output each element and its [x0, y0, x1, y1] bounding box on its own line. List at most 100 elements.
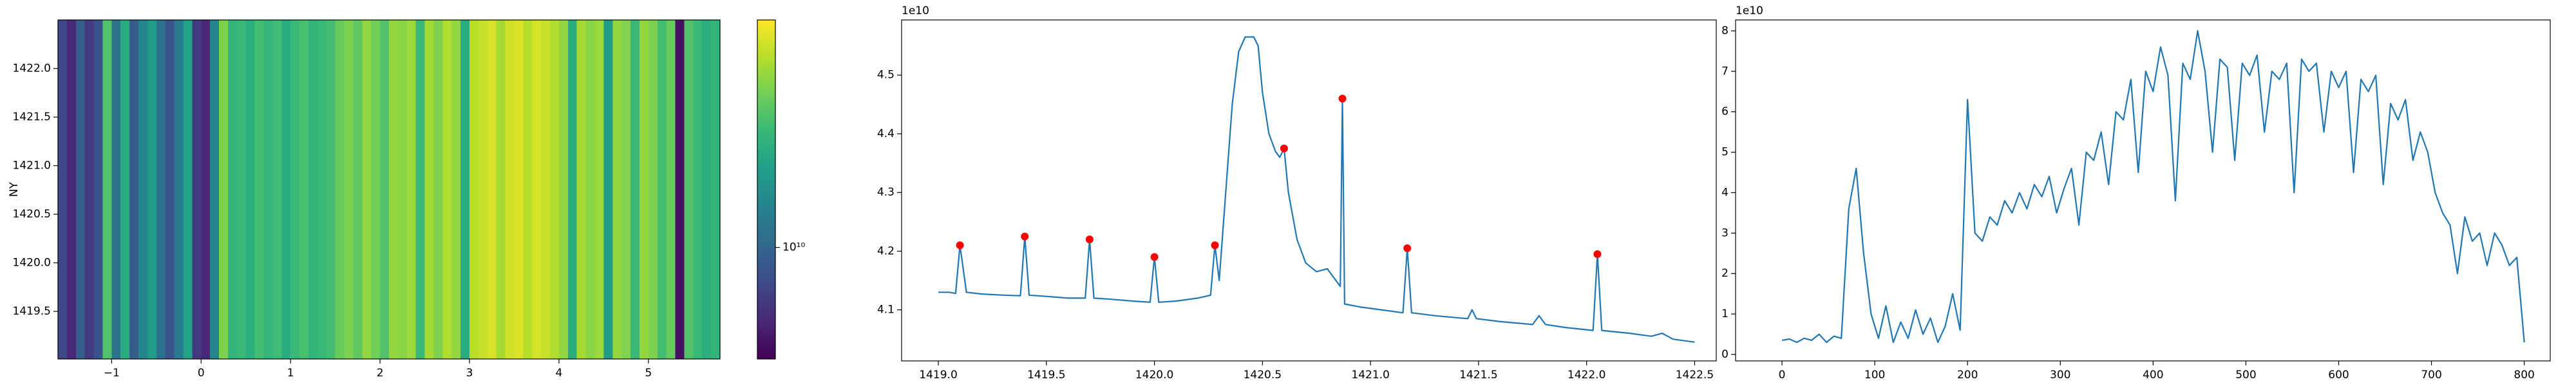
- peak-marker: [1280, 144, 1288, 152]
- heatmap-cell: [389, 20, 399, 359]
- heatmap-cell: [371, 20, 381, 359]
- x-tick-label: 1419.0: [919, 369, 957, 381]
- heatmap-cell: [236, 20, 247, 359]
- x-tick-label: 1420.0: [1135, 369, 1173, 381]
- heatmap-cell: [406, 20, 417, 359]
- y-tick-label: 2: [1721, 267, 1728, 280]
- y-tick-label: 5: [1721, 146, 1728, 159]
- y-tick-label: 4.3: [877, 186, 895, 199]
- x-tick-label: 1421.0: [1351, 369, 1389, 381]
- heatmap-cell: [165, 20, 175, 359]
- colorbar-tick-label: 10¹⁰: [782, 241, 805, 254]
- heatmap-cell: [66, 20, 77, 359]
- x-tick-label: 200: [1957, 369, 1978, 381]
- y-tick-label: 3: [1721, 226, 1728, 239]
- heatmap-cell: [558, 20, 569, 359]
- y-tick-label: 6: [1721, 106, 1728, 118]
- y-tick-label: 4.5: [877, 69, 895, 82]
- y-tick-label: 0: [1721, 348, 1728, 361]
- heatmap-cell: [451, 20, 461, 359]
- peak-marker: [1593, 250, 1602, 258]
- heatmap-cell: [281, 20, 291, 359]
- x-tick-label: 1421.5: [1459, 369, 1497, 381]
- heatmap-cell: [711, 20, 721, 359]
- y-tick-label: 8: [1721, 24, 1728, 37]
- heatmap-cell: [326, 20, 336, 359]
- heatmap-cell: [75, 20, 86, 359]
- y-tick-label: 1420.5: [13, 208, 51, 221]
- x-tick-label: 4: [556, 367, 563, 380]
- y-tick-label: 4.4: [877, 127, 895, 140]
- colorbar: [757, 19, 776, 360]
- y-tick-label: 7: [1721, 65, 1728, 78]
- x-tick-label: 1422.5: [1676, 369, 1714, 381]
- heatmap-cell: [684, 20, 694, 359]
- heatmap-cell: [567, 20, 578, 359]
- heatmap-cell: [344, 20, 354, 359]
- heatmap-cell: [245, 20, 256, 359]
- peak-marker: [1338, 95, 1347, 103]
- y-tick-label: 1420.0: [13, 257, 51, 270]
- heatmap-cell: [523, 20, 533, 359]
- x-tick-label: 100: [1864, 369, 1885, 381]
- heatmap-cell: [254, 20, 265, 359]
- heatmap-cell: [693, 20, 703, 359]
- x-tick-label: 500: [2235, 369, 2256, 381]
- x-tick-label: 2: [377, 367, 384, 380]
- heatmap-cell: [442, 20, 452, 359]
- x-tick-label: 600: [2328, 369, 2349, 381]
- heatmap-cell: [317, 20, 327, 359]
- x-tick-label: 400: [2143, 369, 2163, 381]
- heatmap-cell: [299, 20, 309, 359]
- heatmap-cell: [201, 20, 211, 359]
- heatmap-cell: [147, 20, 157, 359]
- heatmap-cell: [93, 20, 103, 359]
- y-tick-label: 4.1: [877, 304, 895, 317]
- x-tick-label: −1: [104, 367, 120, 380]
- heatmap-cell: [603, 20, 613, 359]
- heatmap-cell: [129, 20, 139, 359]
- peak-marker: [1085, 235, 1094, 244]
- y-tick-label: 4: [1721, 186, 1728, 199]
- heatmap-cell: [505, 20, 515, 359]
- heatmap-cell: [514, 20, 524, 359]
- heatmap-cell: [621, 20, 631, 359]
- y-tick-label: 1422.0: [13, 62, 51, 75]
- heatmap-cell: [183, 20, 193, 359]
- heatmap-cell: [308, 20, 318, 359]
- heatmap-cell: [111, 20, 121, 359]
- heatmap-cell: [397, 20, 408, 359]
- x-tick-label: 5: [645, 367, 652, 380]
- heatmap-cell: [174, 20, 184, 359]
- heatmap-cell: [496, 20, 506, 359]
- heatmap-cell: [415, 20, 426, 359]
- heatmap-cell: [702, 20, 712, 359]
- data-line: [938, 36, 1695, 343]
- heatmap-cell: [576, 20, 587, 359]
- axes-frame: [57, 19, 721, 360]
- peak-marker: [1403, 244, 1412, 252]
- x-tick-label: 0: [1779, 369, 1786, 381]
- heatmap-cell: [639, 20, 649, 359]
- x-tick-label: 3: [466, 367, 473, 380]
- heatmap-cell: [58, 20, 68, 359]
- heatmap-cell: [380, 20, 390, 359]
- heatmap-cell: [657, 20, 667, 359]
- heatmap-cell: [156, 20, 166, 359]
- y-tick-label: 4.2: [877, 244, 895, 257]
- heatmap-cell: [272, 20, 282, 359]
- heatmap-cell: [550, 20, 560, 359]
- heatmap-cell: [487, 20, 497, 359]
- heatmap-cell: [478, 20, 488, 359]
- peak-marker: [956, 241, 964, 250]
- data-line: [1781, 30, 2525, 344]
- y-tick-label: 1421.5: [13, 111, 51, 124]
- heatmap-cell: [263, 20, 273, 359]
- heatmap-cell: [532, 20, 542, 359]
- heatmap-cell: [433, 20, 443, 359]
- heatmap-cell: [335, 20, 345, 359]
- heatmap-cell: [648, 20, 658, 359]
- heatmap-cell: [353, 20, 363, 359]
- y-axis-label: NY: [8, 181, 21, 197]
